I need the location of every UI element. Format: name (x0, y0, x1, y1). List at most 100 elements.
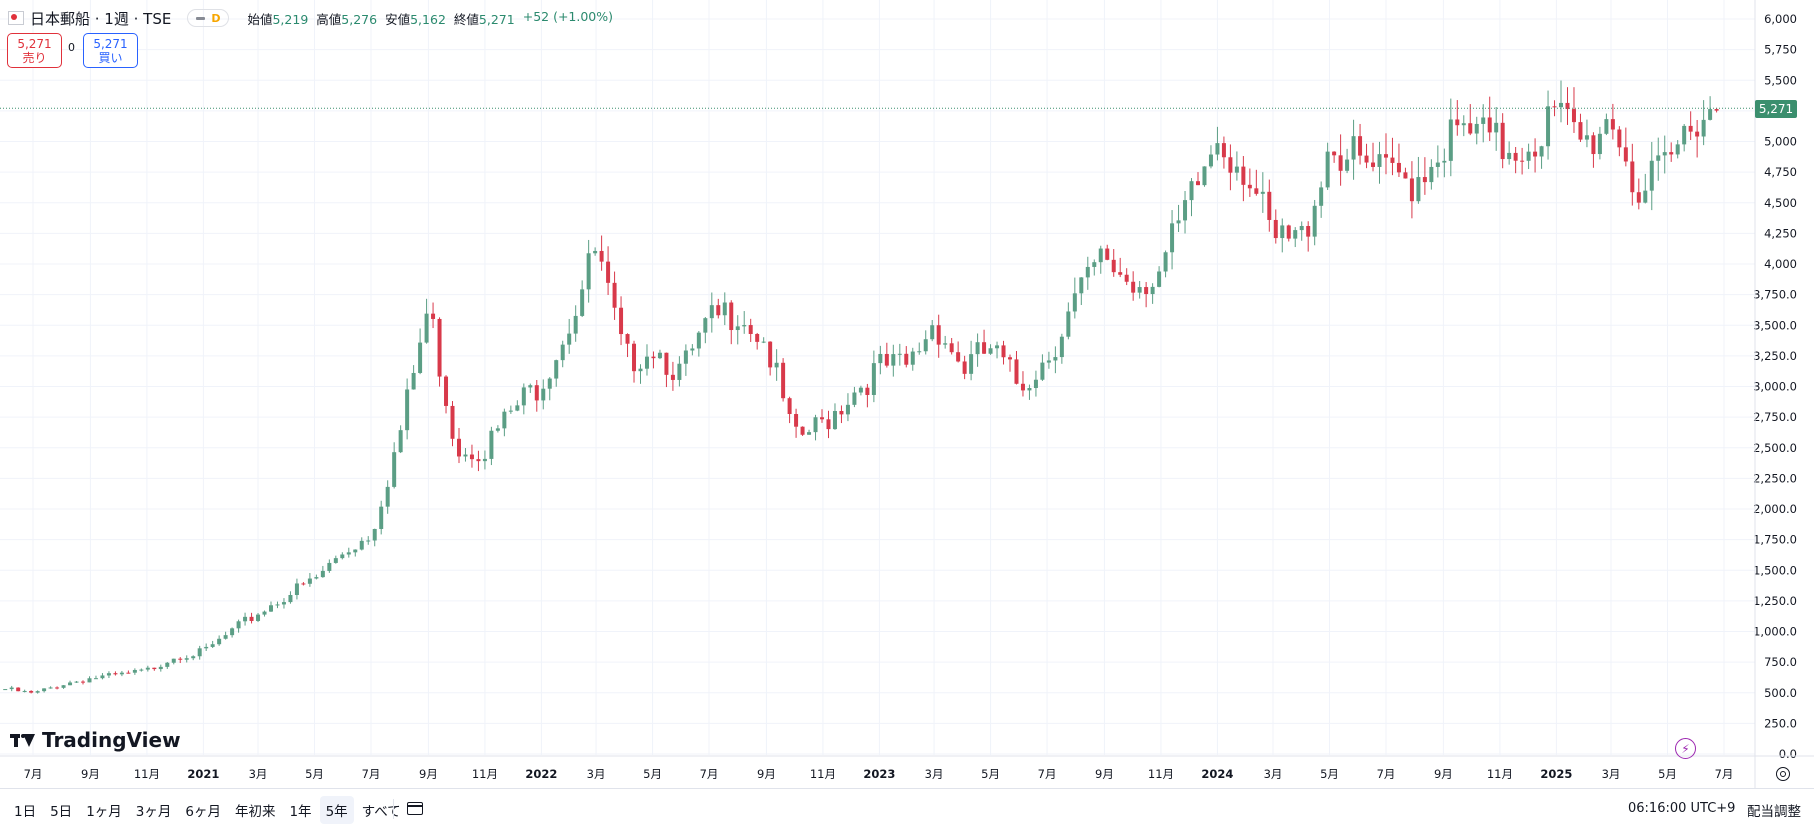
candle-body (333, 558, 338, 563)
candle-body (1682, 125, 1687, 145)
settings-gear-icon[interactable] (1776, 767, 1790, 781)
x-tick-label: 2021 (187, 767, 219, 781)
candle-body (1215, 143, 1220, 155)
candle-body (1455, 119, 1460, 126)
candle-body (1332, 151, 1337, 156)
candle-body (541, 388, 546, 401)
candle-body (593, 250, 598, 254)
candle-body (1422, 177, 1427, 183)
buy-price: 5,271 (93, 36, 128, 51)
candle-body (625, 334, 630, 344)
x-tick-label: 11月 (810, 767, 836, 781)
y-tick-label: 5,000 (1764, 135, 1797, 149)
range-6m[interactable]: 6ヶ月 (185, 804, 221, 820)
candle-body (502, 411, 507, 429)
candle-body (606, 261, 611, 283)
candle-body (482, 458, 487, 462)
toolbar-divider (393, 799, 394, 819)
candle-body (1027, 388, 1032, 391)
candle-body (638, 368, 643, 372)
candle-body (1351, 136, 1356, 160)
candle-body (1708, 109, 1713, 120)
x-tick-label: 11月 (472, 767, 498, 781)
logo-text: TradingView (42, 728, 181, 752)
candle-body (210, 644, 215, 647)
y-tick-label: 1,000.0 (1753, 625, 1797, 639)
lightning-icon[interactable]: ⚡ (1675, 738, 1696, 759)
candle-body (1267, 191, 1272, 220)
candle-body (139, 669, 144, 671)
x-tick-label: 2024 (1201, 767, 1233, 781)
calendar-goto-icon[interactable] (406, 799, 424, 816)
candle-body (1649, 160, 1654, 191)
range-5d[interactable]: 5日 (50, 804, 73, 820)
price-chart[interactable]: 0.0 250.0 500.0 750.0 1,000.0 1,250.0 1,500.0 1… (0, 0, 1814, 788)
candle-body (152, 667, 157, 670)
candle-body (1474, 123, 1479, 134)
candle-body (703, 318, 708, 333)
candle-body (463, 454, 468, 457)
candle-body (1254, 188, 1259, 194)
symbol-header: 日本郵船 · 1週 · TSE D 始値5,219 高値5,276 安値5,16… (8, 8, 613, 28)
tradingview-logo[interactable]: TradingView (10, 728, 181, 752)
candle-body (910, 351, 915, 365)
candle-body (683, 350, 688, 364)
x-tick-label: 2025 (1540, 767, 1572, 781)
candle-body (716, 305, 721, 316)
candle-body (145, 667, 150, 670)
candle-body (314, 577, 319, 579)
y-tick-label: 500.0 (1764, 686, 1797, 700)
candle-body (995, 345, 1000, 349)
candle-body (158, 666, 163, 670)
clock-time[interactable]: 06:16:00 UTC+9 (1628, 801, 1736, 816)
candle-body (1033, 379, 1038, 389)
range-1d[interactable]: 1日 (14, 804, 37, 820)
candle-body (1137, 287, 1142, 293)
candle-body (366, 540, 371, 542)
candle-body (1533, 151, 1538, 157)
candle-body (223, 635, 228, 639)
symbol-title[interactable]: 日本郵船 · 1週 · TSE (30, 9, 172, 28)
range-5y[interactable]: 5年 (319, 796, 354, 824)
candle-body (1468, 123, 1473, 134)
candle-body (301, 583, 306, 585)
candle-body (1442, 160, 1447, 163)
candle-body (1429, 166, 1434, 183)
candle-body (1241, 166, 1246, 185)
x-tick-label: 7月 (1377, 767, 1396, 781)
candle-body (165, 662, 170, 667)
candle-body (1617, 129, 1622, 148)
candle-body (949, 343, 954, 353)
candle-body (1656, 155, 1661, 161)
range-1m[interactable]: 1ヶ月 (86, 804, 122, 820)
range-all[interactable]: すべて (361, 804, 401, 820)
range-3m[interactable]: 3ヶ月 (135, 804, 172, 820)
dividend-adjust-toggle[interactable]: 配当調整 (1747, 804, 1801, 820)
candle-body (1396, 162, 1401, 173)
x-tick-label: 3月 (587, 767, 606, 781)
candle-body (1669, 152, 1674, 155)
buy-button[interactable]: 5,271 買い (83, 33, 138, 68)
candle-body (709, 305, 714, 319)
ohlc-legend: 始値5,219 高値5,276 安値5,162 終値5,271 +52 (+1.… (247, 9, 613, 28)
candle-body (1591, 135, 1596, 155)
x-tick-label: 7月 (1715, 767, 1734, 781)
candle-body (586, 253, 591, 290)
candle-body (1183, 200, 1188, 221)
range-ytd[interactable]: 年初来 (234, 804, 276, 820)
spread-value: 0 (68, 41, 75, 54)
candle-body (307, 578, 312, 584)
sell-label: 売り (22, 50, 47, 65)
sell-button[interactable]: 5,271 売り (7, 33, 62, 68)
ohlc-close: 終値5,271 (453, 11, 515, 27)
market-status-pill[interactable]: D (187, 9, 230, 27)
candle-body (405, 389, 410, 431)
candle-body (1273, 219, 1278, 239)
range-1y[interactable]: 1年 (289, 804, 312, 820)
candle-body (1338, 155, 1343, 171)
candle-body (1383, 154, 1388, 158)
candle-body (1072, 293, 1077, 312)
candle-body (456, 438, 461, 457)
candle-body (1176, 220, 1181, 224)
candle-body (1124, 274, 1129, 282)
